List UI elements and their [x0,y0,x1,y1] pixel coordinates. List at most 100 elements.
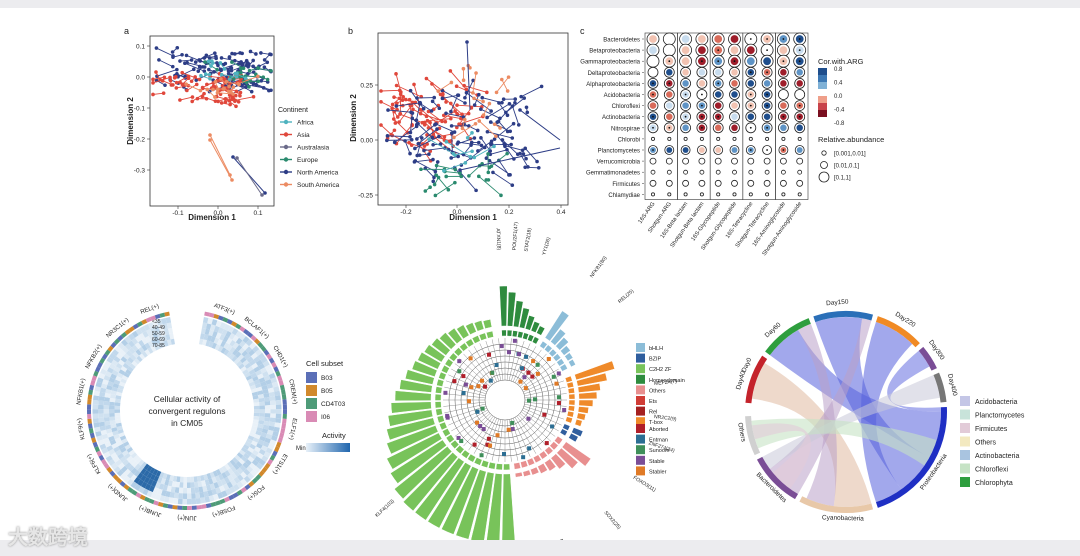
panel-a-point [219,56,224,60]
panel-b-point [392,140,397,145]
panel-a-point [213,99,218,103]
panel-d-heat-cell [204,496,211,503]
panel-b-point [481,113,486,117]
panel-a-point [171,83,175,87]
panel-b-link [459,147,561,171]
panel-a-point [185,88,189,93]
panel-e-state-cell [510,420,515,425]
panel-e-gene-label: KLF4(103) [374,498,396,519]
panel-d-heat-cell [102,379,109,385]
panel-d-heat-cell [116,388,124,394]
panel-c-cell-fill [698,35,706,43]
panel-c-cell [650,169,656,175]
panel-d-heat-cell [242,369,249,375]
panel-d-heat-cell [103,413,110,418]
panel-a-point [174,80,179,85]
panel-c-cell-fill [731,80,738,87]
panel-b-point [485,129,490,134]
panel-d-heat-cell [190,476,195,483]
panel-d-heat-cell [125,350,133,357]
panel-a-point [184,53,189,58]
panel-d-heat-cell [115,362,123,370]
panel-c-cell [732,169,737,175]
panel-b-link [444,171,460,174]
panel-e-family-ring [527,334,535,343]
panel-c-cell-fill [698,80,706,87]
panel-d-heat-cell [236,467,244,475]
panel-a-link [231,61,244,69]
panel-d-heat-cell [162,473,168,480]
panel-a-link [186,55,207,64]
panel-a-link [221,74,237,78]
panel-d-heat-cell [270,404,276,410]
panel-c-cell [715,169,721,175]
panel-d-heat-cell [255,369,263,376]
panel-d-heat-cell [261,384,268,391]
panel-c-cell-fill [747,113,755,120]
panel-b-point [471,78,475,83]
panel-d-heat-cell [225,488,232,496]
panel-a-link [156,47,174,57]
panel-d-heat-cell [147,347,154,354]
panel-d-heat-cell [198,486,204,493]
panel-e-family-ring [501,329,507,337]
panel-a-link [209,134,231,176]
panel-d-subset-cell [235,323,242,330]
panel-b-point [395,115,400,119]
panel-a-link [204,55,216,59]
panel-a-point [251,58,256,63]
panel-a-point [237,82,241,87]
panel-b-link [423,147,445,151]
panel-c-cell-fill [731,147,738,153]
panel-b-point [437,134,441,139]
panel-d-heat-cell [166,485,172,492]
panel-e-family-ring [565,416,573,424]
panel-d-heat-cell [169,491,175,499]
panel-b-point [386,108,390,112]
panel-e-inner-spoke [514,417,537,454]
panel-d-heat-cell [214,475,221,482]
panel-a-point [261,86,266,90]
panel-d-heat-cell [124,343,132,351]
panel-b-point [477,119,482,123]
panel-d-heat-cell [106,432,114,438]
panel-a-point [254,52,258,56]
panel-b-point [452,130,457,134]
panel-e-state-cell [546,356,551,361]
panel-d-heat-cell [256,427,263,433]
panel-a-link [235,96,254,101]
panel-e-state-cell [480,406,485,411]
panel-b-point [479,143,484,148]
panel-c-row-label: Nitrospirae [611,126,641,132]
panel-d-subset-cell [277,437,283,444]
panel-d-heat-cell [138,333,146,340]
panel-c-cell-fill [796,124,803,132]
panel-d-heat-cell [147,340,154,348]
panel-b-point [509,142,513,147]
panel-d-heat-cell [232,342,240,350]
panel-d-subset-cell [115,477,123,484]
panel-d-age-label: <35 [152,319,161,325]
panel-d-heat-cell [200,474,205,482]
panel-a-axes [149,35,275,207]
panel-d-heat-cell [258,377,266,383]
panel-c-sig-mark [701,104,703,107]
panel-e-state-cell [445,415,450,420]
panel-d-subset-cell [87,399,92,405]
panel-d-subset-cell [251,477,259,484]
panel-b-point [520,148,525,153]
panel-c-sig-mark [798,49,801,51]
panel-d-heat-cell [255,359,263,367]
panel-d-heat-cell [114,416,121,421]
panel-a-point [219,77,223,81]
panel-b-point [399,90,403,94]
panel-d-heat-cell [168,327,174,335]
panel-a-point [175,45,180,50]
panel-e-inner-spoke [518,414,547,447]
panel-f-arc [875,316,920,348]
panel-d-heat-cell [220,478,227,486]
panel-e-state-label: Entman [649,438,668,444]
panel-e-state-cell [517,352,522,357]
panel-d-heat-cell [130,467,138,475]
panel-d-heat-cell [108,377,116,383]
